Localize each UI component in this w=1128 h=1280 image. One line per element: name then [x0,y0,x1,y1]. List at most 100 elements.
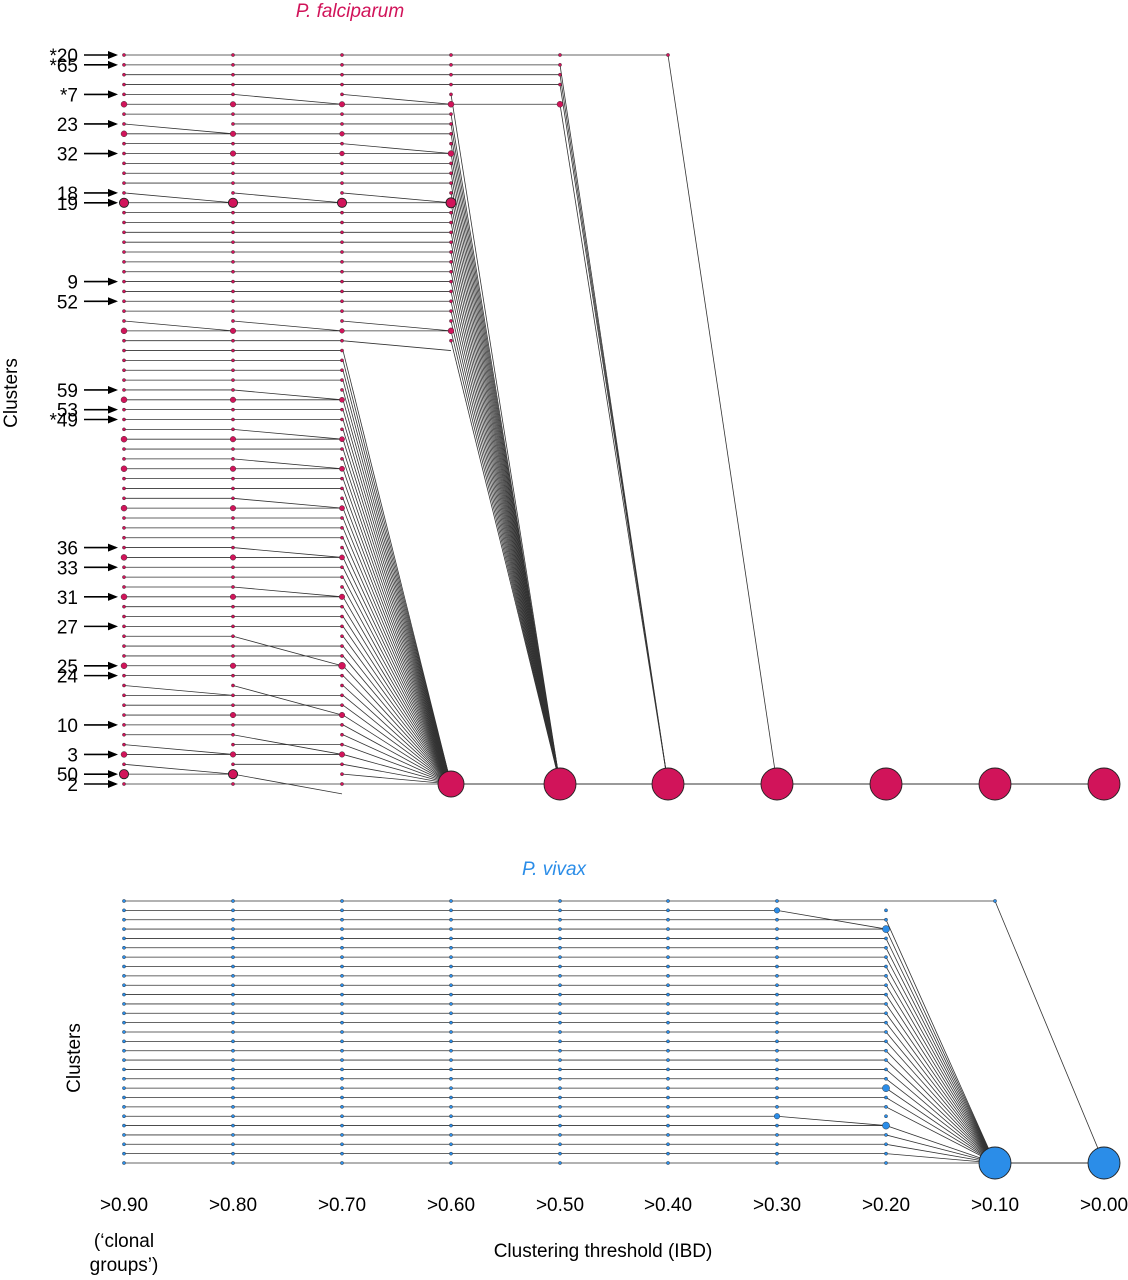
cluster-node [231,171,235,176]
cluster-node [775,1020,779,1025]
tree-branch [342,478,452,785]
x-tick-label: >0.00 [1080,1195,1128,1216]
cluster-node [122,279,126,284]
cluster-node [122,299,126,304]
cluster-node [120,130,128,138]
cluster-node [118,197,130,208]
tree-branch [559,84,669,785]
cluster-node [340,1058,344,1062]
cluster-node [449,1067,453,1072]
tree-branch [885,1125,996,1164]
cluster-node [340,486,344,491]
cluster-node [558,955,562,959]
label-arrowhead [108,405,118,414]
cluster-node [340,683,344,688]
cluster-node [666,1067,670,1072]
cluster-node [340,693,344,698]
cluster-label: 24 [57,667,79,688]
tree-branch [885,1078,996,1164]
cluster-node [449,955,453,959]
cluster-node [558,1048,562,1053]
cluster-node [884,917,888,922]
cluster-node [231,673,235,678]
cluster-node [775,899,779,903]
cluster-node [122,191,126,195]
label-arrowhead [108,770,118,779]
cluster-node [449,1030,453,1034]
cluster-node [339,131,345,137]
cluster-node [449,132,453,136]
cluster-node [775,1151,779,1156]
cluster-node [775,1161,779,1165]
cluster-node [231,545,235,550]
cluster-node [340,1114,344,1119]
label-arrowhead [108,720,118,729]
cluster-node [229,130,236,137]
tree-branch [885,985,996,1164]
cluster-node [122,634,126,639]
tree-branch [342,704,452,785]
cluster-node [122,614,126,619]
label-arrowhead [108,661,118,670]
cluster-node [231,703,235,707]
cluster-node [231,974,235,978]
cluster-node [340,230,344,235]
cluster-node [339,465,345,472]
cluster-node [666,1030,670,1034]
label-arrowhead [108,543,118,552]
cluster-node [340,358,344,363]
tree-branch [341,94,452,105]
tree-branch [232,428,343,440]
cluster-node [340,575,344,579]
cluster-node [231,279,235,284]
cluster-node [449,279,453,284]
cluster-node [449,230,453,235]
cluster-node [122,368,126,373]
cluster-node [340,1039,344,1044]
cluster-node [122,974,126,978]
cluster-node [449,908,453,913]
cluster-node [340,417,344,422]
label-arrowhead [108,90,118,99]
cluster-node [231,457,235,461]
cluster-node [558,927,562,931]
cluster-node [449,269,453,274]
cluster-node [231,693,235,698]
cluster-node [231,732,235,737]
cluster-node [449,161,453,166]
cluster-node [449,927,453,931]
cluster-node [340,63,344,67]
cluster-node [229,101,236,108]
tree-branch [123,320,234,332]
tree-branch [885,947,996,1164]
cluster-node [120,554,128,561]
tree-branch [885,1087,996,1164]
label-arrowhead [108,671,118,680]
label-arrowhead [108,750,118,759]
cluster-node [340,936,344,941]
cluster-node [449,92,453,97]
cluster-node [666,983,670,988]
cluster-node [449,1039,453,1044]
cluster-node [884,1076,888,1081]
cluster-node [229,593,236,600]
tree-branch [885,1031,996,1164]
tree-branch [232,192,343,204]
cluster-node [231,299,235,304]
cluster-node [231,1133,235,1137]
cluster-node [449,309,453,313]
cluster-node [231,1086,235,1090]
cluster-node [340,565,344,570]
label-arrows [84,51,118,788]
tree-branch [342,596,452,785]
cluster-node [449,1151,453,1156]
cluster-node [231,575,235,579]
cluster-label: 10 [57,716,78,737]
cluster-node [229,751,236,758]
cluster-node [122,496,126,501]
cluster-node [120,101,128,108]
cluster-node [231,417,235,422]
cluster-node [447,150,455,157]
tree-branch [342,517,452,785]
